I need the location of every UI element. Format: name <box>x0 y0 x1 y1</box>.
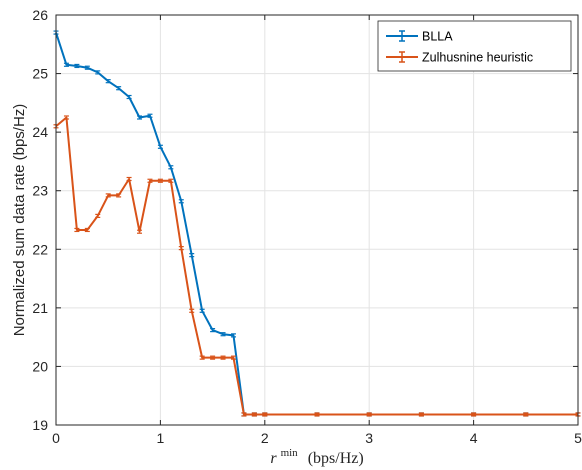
series-layer <box>53 30 581 417</box>
legend-box <box>377 20 572 72</box>
legend-label-zulhusnine: Zulhusnine heuristic <box>422 51 533 65</box>
x-tick-label: 4 <box>470 430 478 446</box>
x-tick-label: 0 <box>52 430 60 446</box>
legend-entry-zulhusnine: Zulhusnine heuristic <box>386 51 533 65</box>
y-tick-label: 22 <box>32 241 48 257</box>
legend-entry-blla: BLLA <box>386 30 453 44</box>
grid-lines <box>56 15 578 425</box>
legend: BLLA Zulhusnine heuristic <box>377 20 572 72</box>
x-axis-title: r min (bps/Hz) <box>270 443 363 467</box>
y-tick-label: 19 <box>32 417 48 433</box>
x-axis-superscript: min <box>281 447 299 459</box>
x-tick-label: 5 <box>574 430 582 446</box>
y-axis-title: Normalized sum data rate (bps/Hz) <box>11 104 28 337</box>
legend-label-blla: BLLA <box>422 30 453 44</box>
x-tick-label: 3 <box>365 430 373 446</box>
plot-area <box>56 15 578 425</box>
y-tick-label: 20 <box>32 358 48 374</box>
x-tick-label: 1 <box>157 430 165 446</box>
y-tick-label: 23 <box>32 183 48 199</box>
y-tick-label: 24 <box>32 124 48 140</box>
plot-frame <box>55 14 579 426</box>
series-zulhusnine-heuristic <box>53 115 581 417</box>
x-axis-unit: (bps/Hz) <box>308 450 364 467</box>
y-tick-label: 25 <box>32 66 48 82</box>
y-tick-label: 26 <box>32 7 48 23</box>
y-tick-label: 21 <box>32 300 48 316</box>
x-axis-symbol: r <box>270 450 277 467</box>
series-line-zulhusnine-heuristic <box>55 116 578 416</box>
x-tick-label: 2 <box>261 430 269 446</box>
